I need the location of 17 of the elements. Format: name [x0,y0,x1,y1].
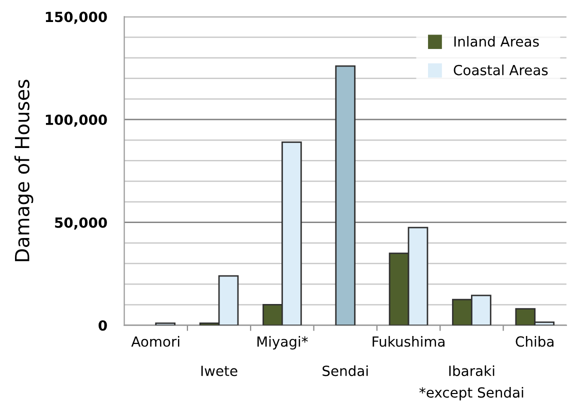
x-tick-label: Miyagi* [257,336,308,350]
x-tick-label: Aomori [131,336,180,347]
legend-label: Inland Areas [454,36,539,47]
y-tick-label: 50,000 [55,217,107,230]
y-tick-label: 100,000 [46,114,107,127]
bar [155,322,176,326]
x-tick-label: Iwete [201,366,238,376]
x-tick-label: Fukushima [372,336,444,347]
text: *except Sendai [419,386,524,400]
legend-label: Coastal Areas [454,64,548,76]
x-tick-label: Sendai [322,365,368,376]
x-tick-label: Ibaraki [449,365,494,376]
x-tick-label: Chiba [516,336,554,347]
y-tick-label: 150,000 [46,12,107,24]
y-tick-label: 0 [98,320,107,331]
bar [335,65,356,326]
y-axis-title: Damage of Houses [14,80,34,262]
